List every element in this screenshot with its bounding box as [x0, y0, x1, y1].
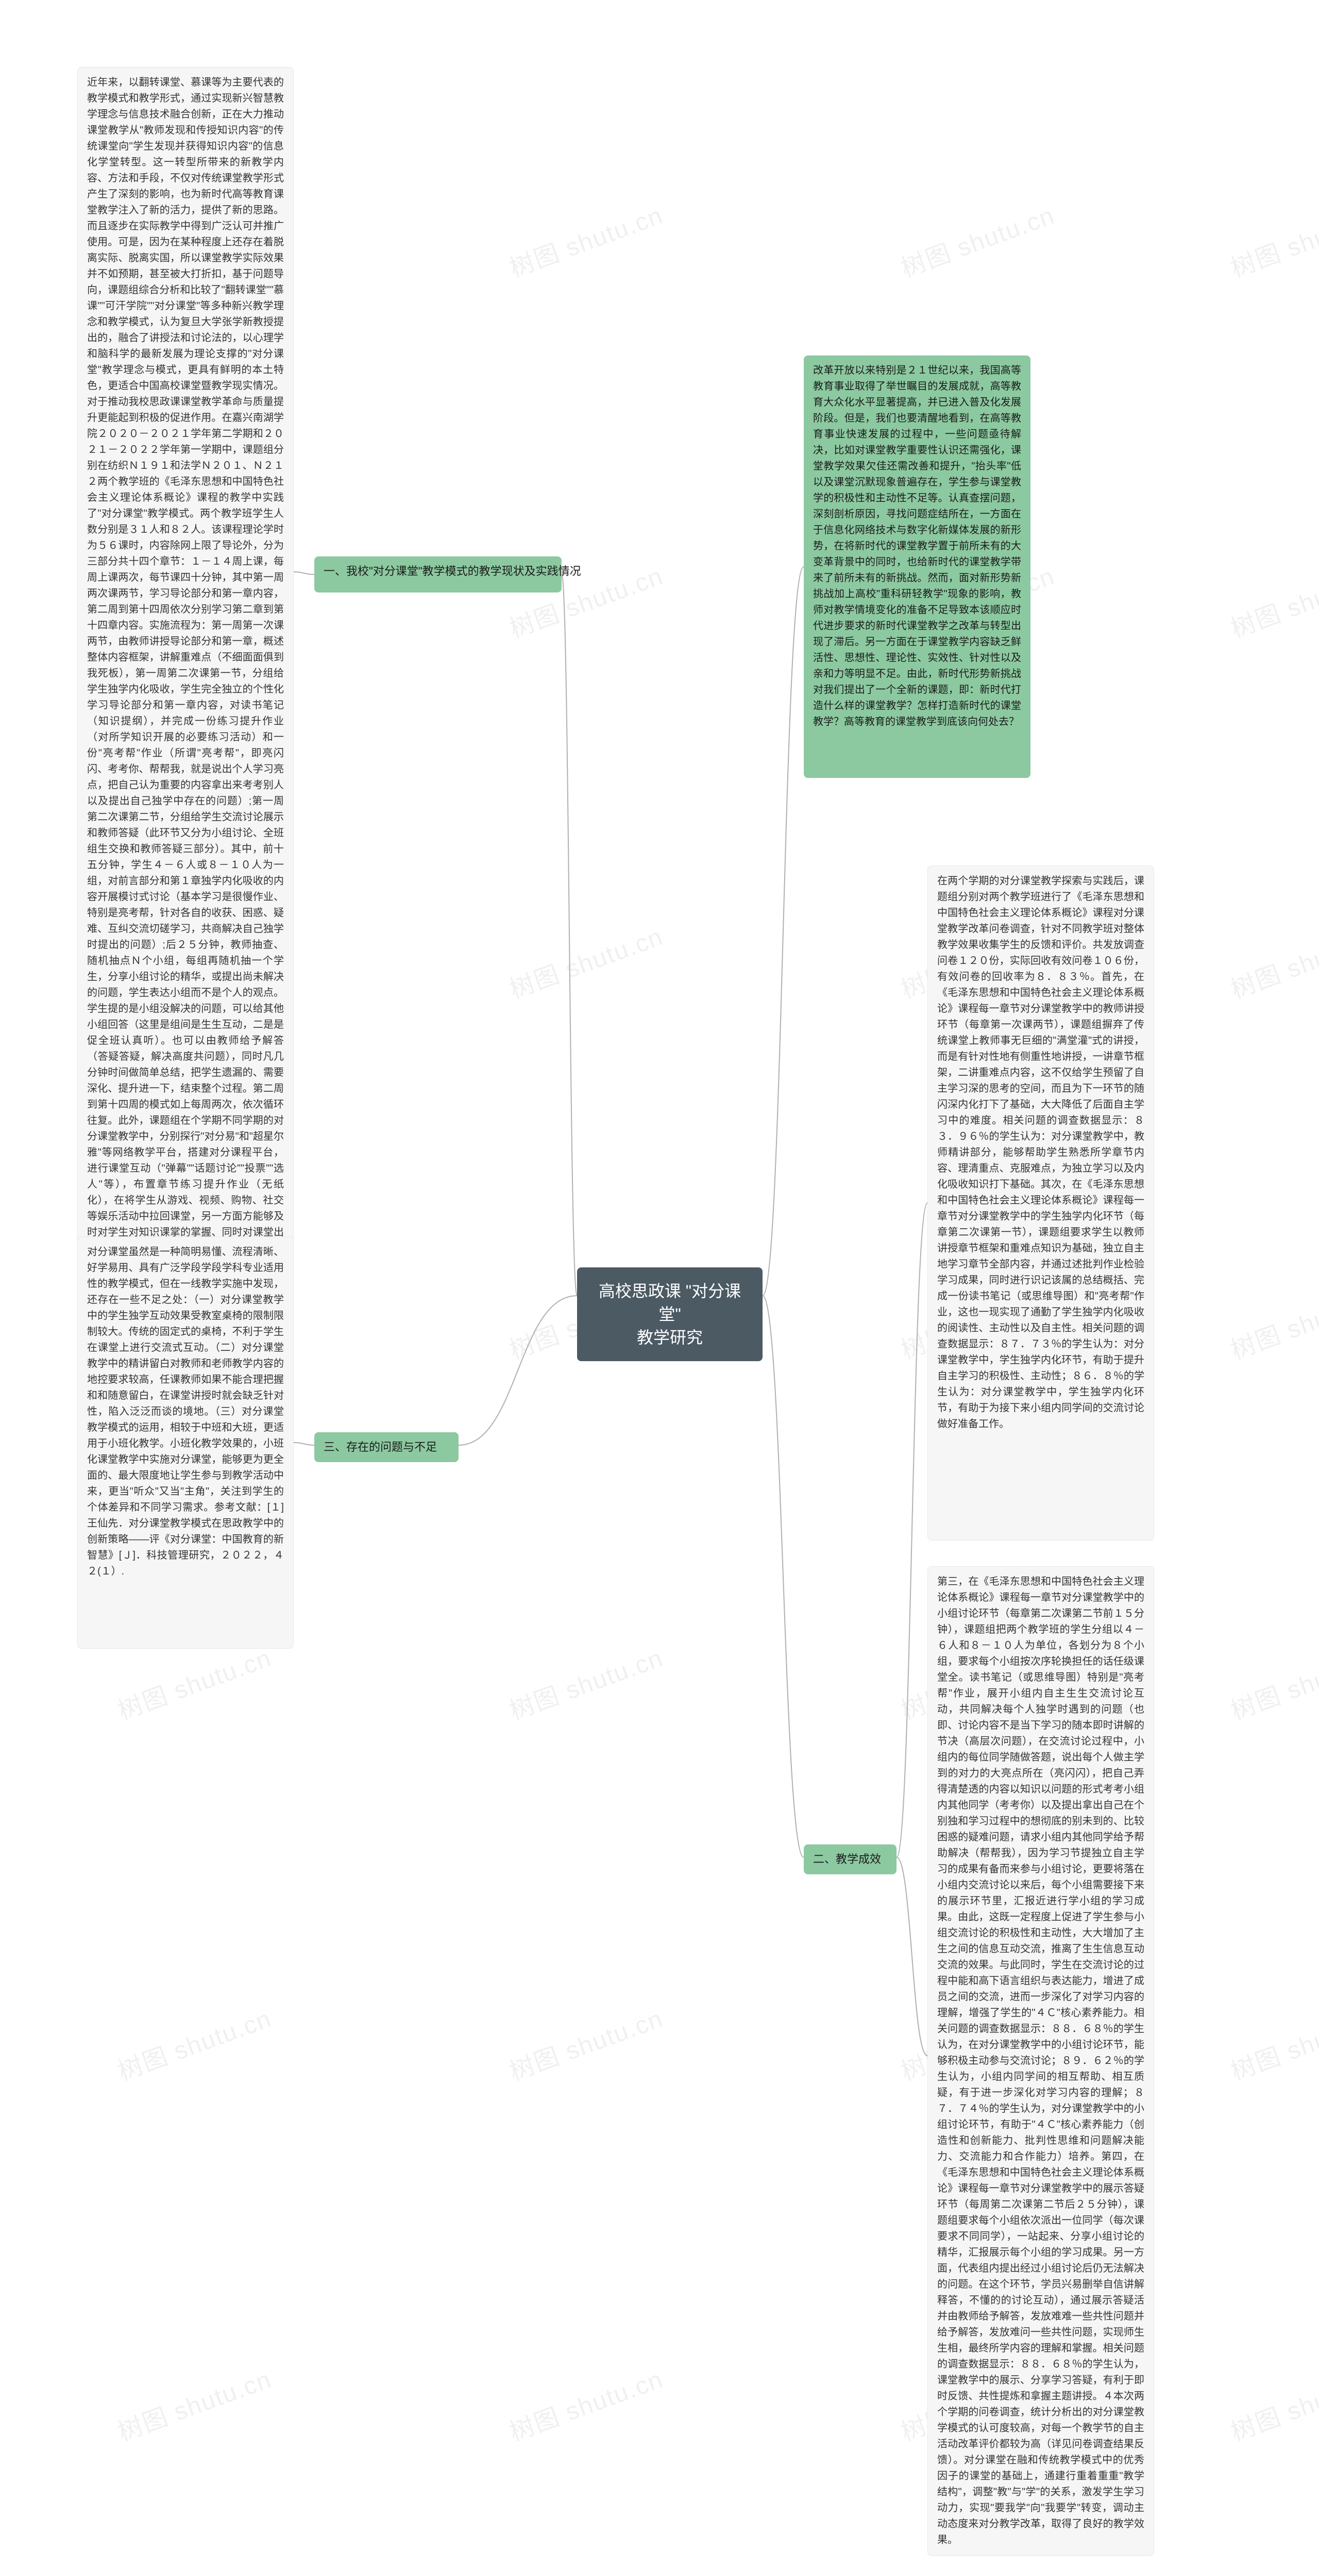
- branch-2-leaf-1: 第三，在《毛泽东思想和中国特色社会主义理论体系概论》课程每一章节对分课堂教学中的…: [927, 1566, 1154, 2556]
- watermark-text: 树图 shutu.cn: [112, 1998, 276, 2088]
- watermark-text: 树图 shutu.cn: [503, 195, 667, 284]
- watermark-text: 树图 shutu.cn: [1225, 1998, 1319, 2088]
- watermark-text: 树图 shutu.cn: [503, 917, 667, 1006]
- branch-2-leaf-1-text: 第三，在《毛泽东思想和中国特色社会主义理论体系概论》课程每一章节对分课堂教学中的…: [937, 1576, 1144, 2546]
- watermark-text: 树图 shutu.cn: [112, 1638, 276, 1727]
- watermark-text: 树图 shutu.cn: [503, 1638, 667, 1727]
- watermark-text: 树图 shutu.cn: [1225, 1277, 1319, 1366]
- branch-1: 一、我校"对分课堂"教学模式的教学现状及实践情况: [314, 556, 562, 592]
- branch-3-label: 三、存在的问题与不足: [324, 1440, 437, 1453]
- branch-2: 二、教学成效: [804, 1844, 897, 1874]
- watermark-text: 树图 shutu.cn: [503, 2359, 667, 2448]
- watermark-text: 树图 shutu.cn: [1225, 917, 1319, 1006]
- root-node: 高校思政课 "对分课堂" 教学研究: [577, 1267, 763, 1361]
- branch-1-leaf: 近年来，以翻转课堂、慕课等为主要代表的教学模式和教学形式，通过实现新兴智慧教学理…: [77, 67, 294, 1264]
- intro-text: 改革开放以来特别是２１世纪以来，我国高等教育事业取得了举世瞩目的发展成就，高等教…: [813, 365, 1021, 727]
- watermark-text: 树图 shutu.cn: [112, 2359, 276, 2448]
- root-title-line2: 教学研究: [591, 1326, 748, 1349]
- branch-2-leaf-0-text: 在两个学期的对分课堂教学探索与实践后，课题组分别对两个教学班进行了《毛泽东思想和…: [937, 875, 1144, 1430]
- intro-leaf: 改革开放以来特别是２１世纪以来，我国高等教育事业取得了举世瞩目的发展成就，高等教…: [804, 355, 1030, 778]
- branch-1-leaf-text: 近年来，以翻转课堂、慕课等为主要代表的教学模式和教学形式，通过实现新兴智慧教学理…: [87, 77, 284, 1254]
- watermark-text: 树图 shutu.cn: [1225, 1638, 1319, 1727]
- watermark-text: 树图 shutu.cn: [503, 1998, 667, 2088]
- watermark-text: 树图 shutu.cn: [1225, 2359, 1319, 2448]
- watermark-text: 树图 shutu.cn: [1225, 556, 1319, 645]
- root-title-line1: 高校思政课 "对分课堂": [591, 1280, 748, 1326]
- branch-1-label: 一、我校"对分课堂"教学模式的教学现状及实践情况: [324, 565, 581, 578]
- watermark-text: 树图 shutu.cn: [895, 195, 1059, 284]
- branch-3: 三、存在的问题与不足: [314, 1432, 459, 1462]
- watermark-text: 树图 shutu.cn: [1225, 195, 1319, 284]
- branch-2-leaf-0: 在两个学期的对分课堂教学探索与实践后，课题组分别对两个教学班进行了《毛泽东思想和…: [927, 866, 1154, 1540]
- branch-2-label: 二、教学成效: [813, 1853, 881, 1866]
- branch-3-leaf-text: 对分课堂虽然是一种简明易懂、流程清晰、好学易用、具有广泛学段学段学科专业适用性的…: [87, 1246, 284, 1577]
- branch-3-leaf: 对分课堂虽然是一种简明易懂、流程清晰、好学易用、具有广泛学段学段学科专业适用性的…: [77, 1236, 294, 1649]
